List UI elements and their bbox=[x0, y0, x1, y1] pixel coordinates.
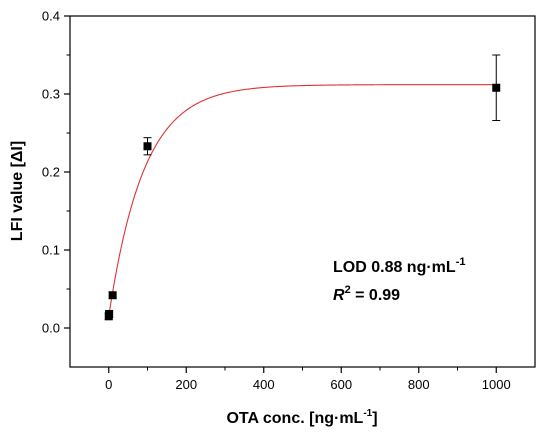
data-point bbox=[108, 291, 117, 300]
y-tick-label: 0.0 bbox=[42, 321, 60, 336]
r2-annotation: R2 = 0.99 bbox=[333, 284, 400, 304]
y-axis-title: LFI value [ΔI] bbox=[9, 141, 26, 241]
plot-frame bbox=[69, 15, 536, 368]
data-point bbox=[143, 142, 152, 151]
y-tick-label: 0.1 bbox=[42, 243, 60, 258]
data-points bbox=[104, 54, 501, 321]
x-tick-label: 200 bbox=[175, 377, 197, 392]
y-tick-label: 0.2 bbox=[42, 165, 60, 180]
axis-ticks: 0 200 400 600 800 1000 0.0 0.1 0.2 0.3 0.4 bbox=[42, 9, 511, 393]
x-axis-title: OTA conc. [ng·mL-1] bbox=[226, 408, 377, 427]
fit-curve-layer bbox=[108, 84, 497, 317]
data-point bbox=[105, 309, 114, 318]
x-tick-label: 800 bbox=[408, 377, 430, 392]
x-tick-label: 1000 bbox=[482, 377, 511, 392]
y-tick-label: 0.4 bbox=[42, 9, 60, 24]
x-tick-label: 400 bbox=[253, 377, 275, 392]
y-tick-label: 0.3 bbox=[42, 87, 60, 102]
x-tick-label: 600 bbox=[330, 377, 352, 392]
lod-annotation: LOD 0.88 ng·mL-1 bbox=[333, 256, 465, 276]
data-point bbox=[492, 83, 501, 92]
fit-curve bbox=[108, 84, 497, 317]
x-tick-label: 0 bbox=[105, 377, 112, 392]
